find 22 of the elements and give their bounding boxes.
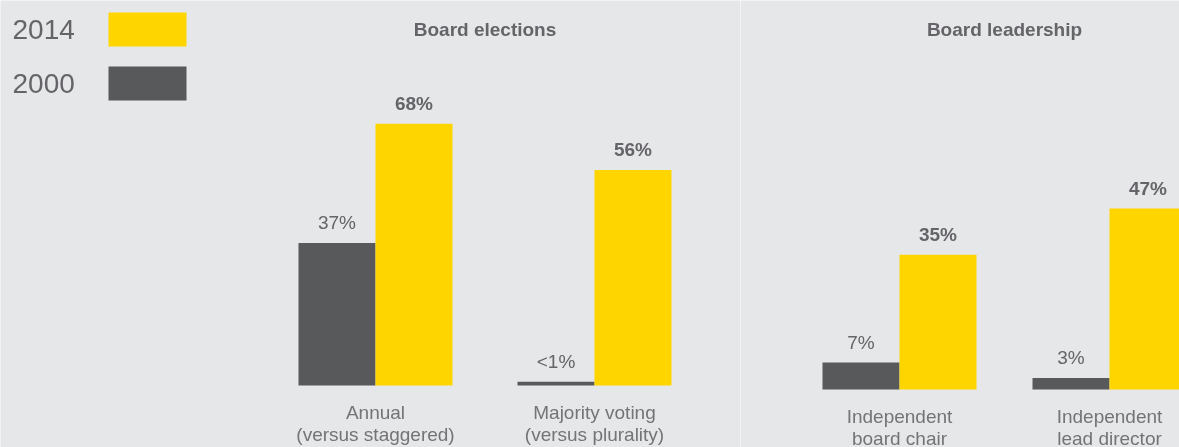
data-label: 68% bbox=[394, 92, 434, 114]
x-tick-label: Independent board chair bbox=[846, 405, 954, 447]
x-tick-label: Majority voting (versus plurality) bbox=[524, 401, 665, 445]
bar bbox=[517, 381, 595, 386]
data-label: 56% bbox=[613, 138, 653, 160]
chart-title: Board elections bbox=[413, 19, 557, 40]
bar bbox=[375, 123, 453, 386]
x-tick-label: Annual (versus staggered) bbox=[296, 401, 455, 445]
legend-label: 2014 bbox=[12, 14, 75, 45]
data-label: 35% bbox=[918, 223, 958, 245]
data-label: 3% bbox=[1057, 346, 1085, 368]
data-label: 7% bbox=[847, 331, 875, 353]
data-label: 47% bbox=[1128, 177, 1168, 199]
bar bbox=[1032, 377, 1110, 390]
chart-title: Board leadership bbox=[926, 19, 1083, 40]
data-label: 37% bbox=[317, 212, 357, 234]
data-label: <1% bbox=[536, 350, 576, 372]
bar bbox=[822, 362, 900, 390]
bar bbox=[594, 169, 672, 386]
legend-label: 2000 bbox=[12, 68, 75, 99]
bar bbox=[298, 243, 376, 386]
x-tick-label: Independent lead director bbox=[1056, 405, 1164, 447]
